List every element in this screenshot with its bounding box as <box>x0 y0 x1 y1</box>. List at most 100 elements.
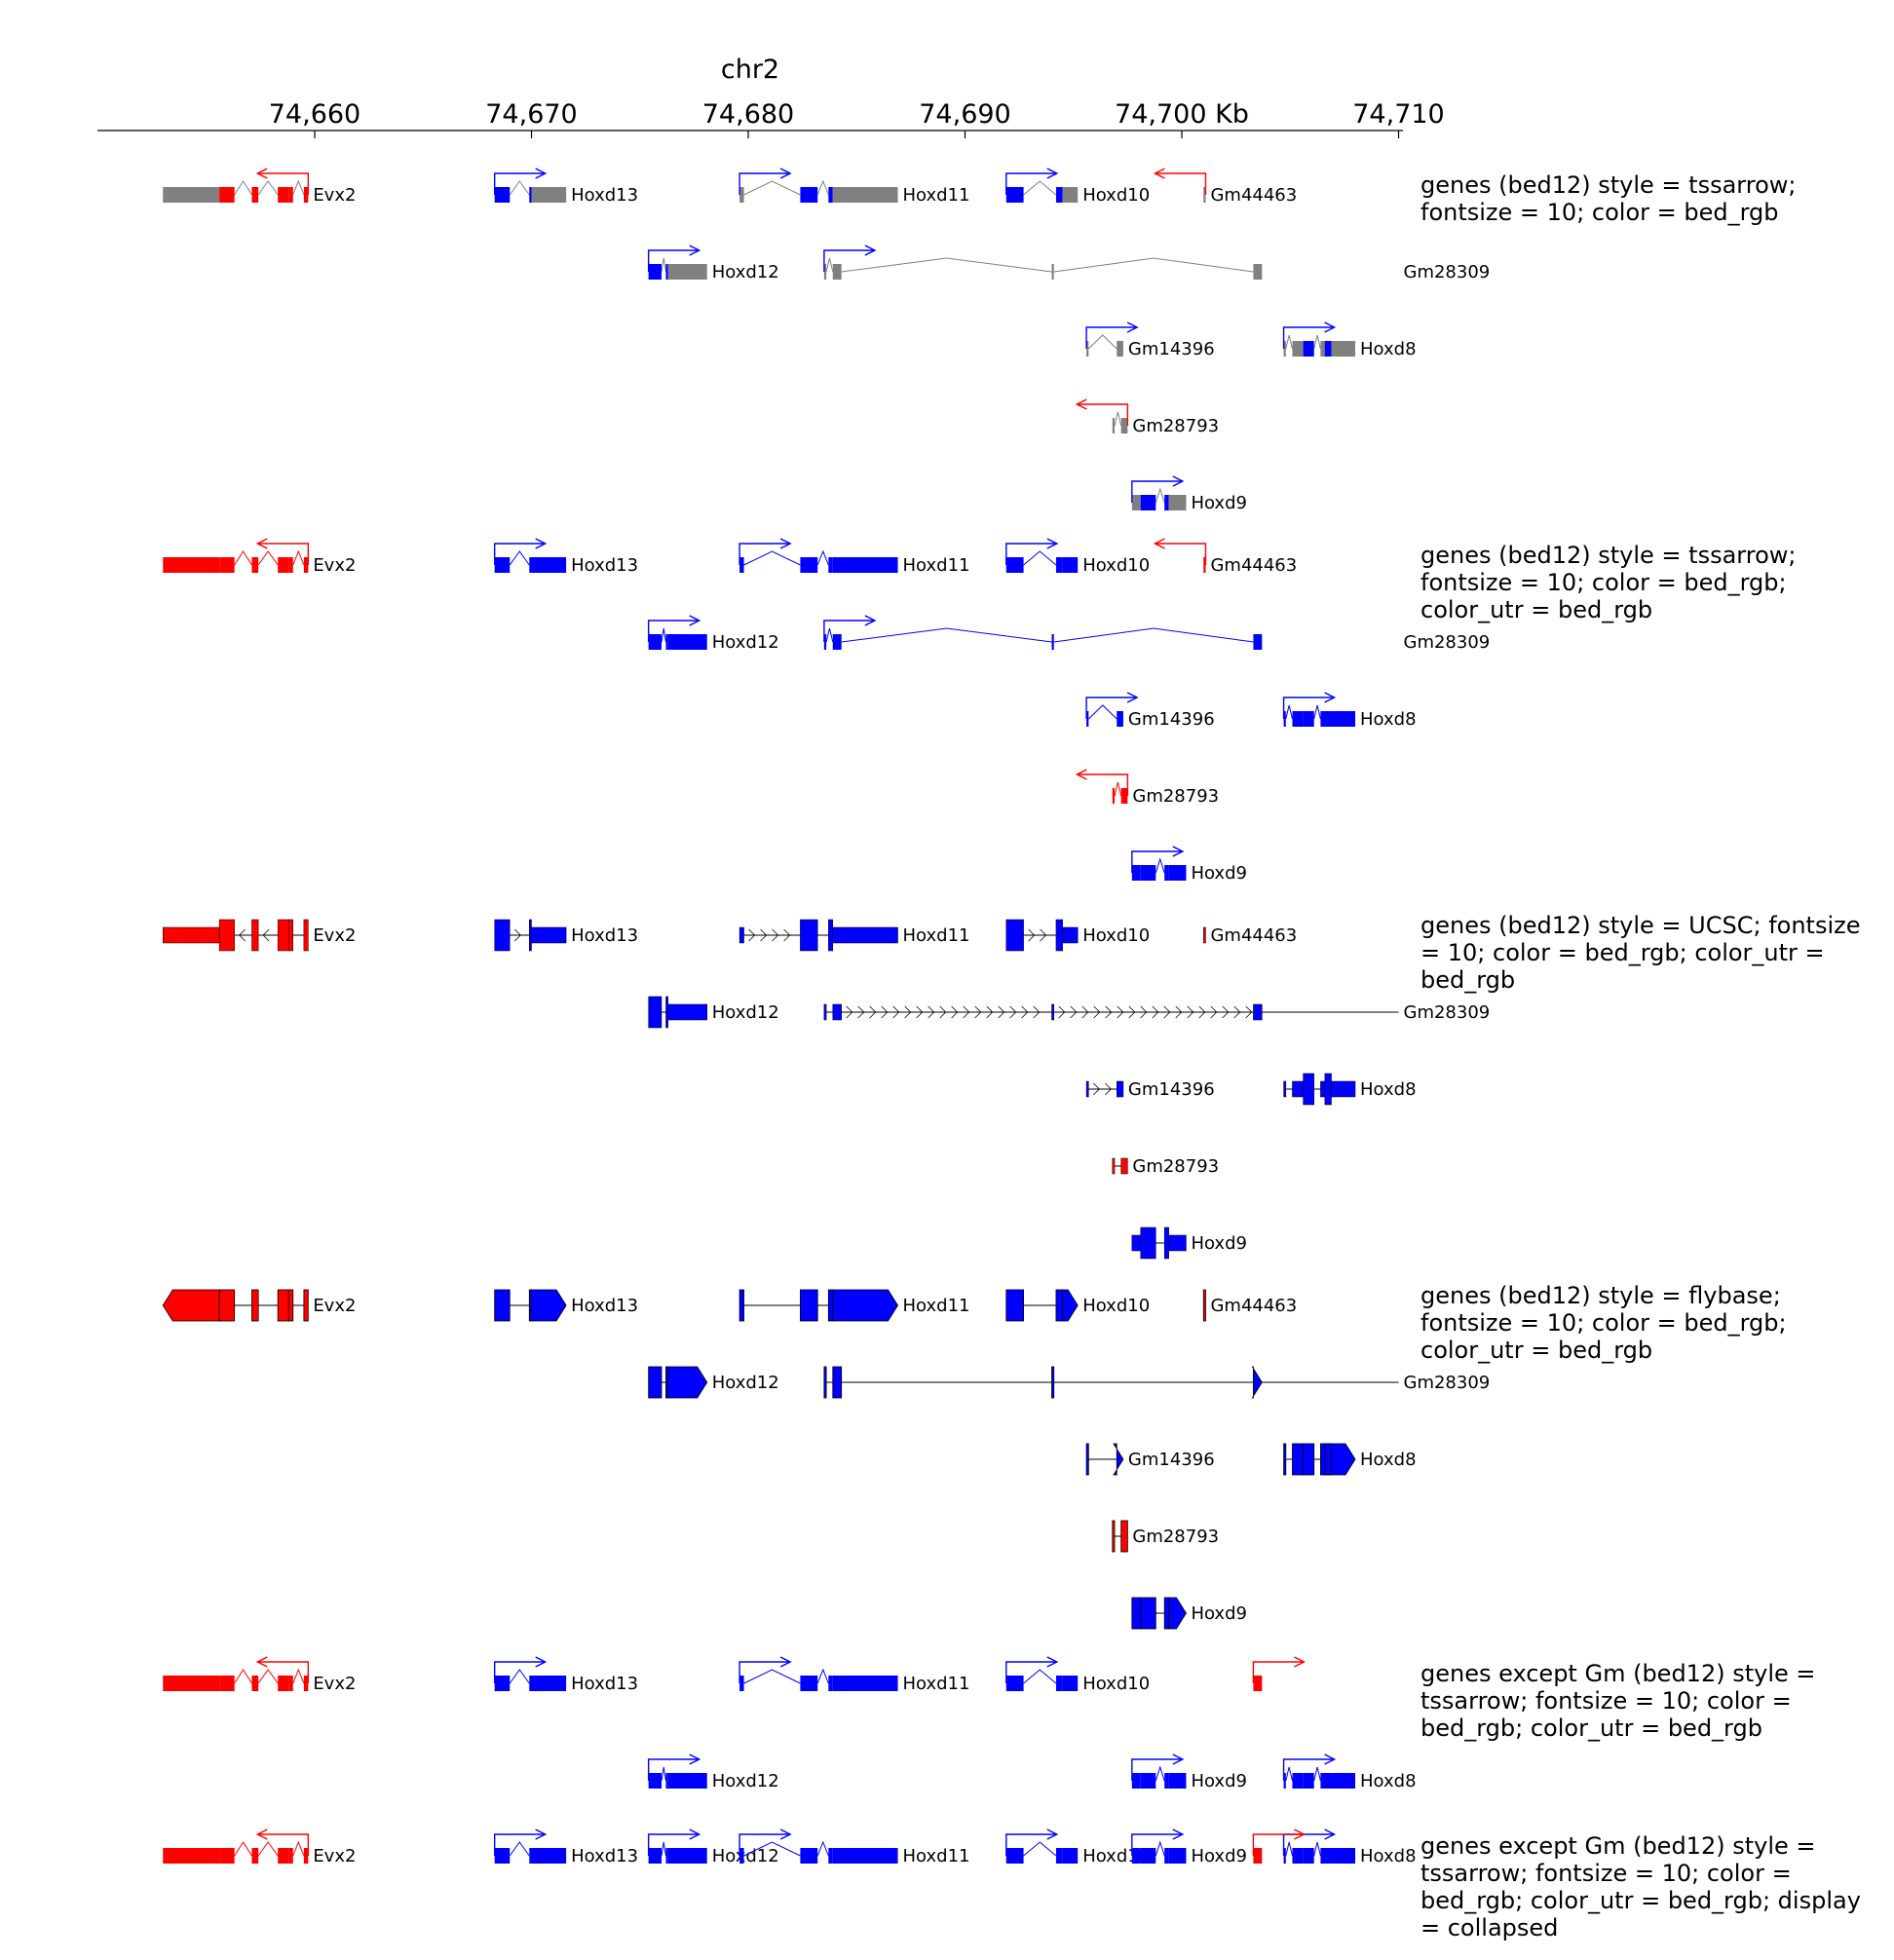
strand-chevron <box>760 928 768 942</box>
tss-arrowhead <box>1172 475 1185 487</box>
utr-block <box>163 1848 220 1864</box>
intron-line <box>509 550 530 566</box>
gene-label: Gm14396 <box>1128 1079 1215 1100</box>
utr-block <box>163 187 220 203</box>
exon-block <box>648 634 662 650</box>
gene-hoxd9: Hoxd9 <box>1131 1597 1247 1630</box>
tss-arrowhead <box>689 615 701 626</box>
gene-label: Gm28793 <box>1132 416 1219 436</box>
exon-block <box>800 1676 818 1691</box>
strand-chevron <box>881 1005 889 1019</box>
gene-label: Gm28309 <box>1404 1373 1491 1393</box>
exon-block <box>251 1676 259 1691</box>
exon-block <box>1324 1443 1332 1476</box>
track: Evx2 Hoxd13 Hoxd11 Hoxd10 Gm44463 Hoxd12 Gm283… <box>162 1282 1787 1630</box>
tss-arrow <box>739 1833 791 1856</box>
strand-chevron <box>928 1005 935 1019</box>
strand-chevron <box>1210 1005 1218 1019</box>
gene-label: Gm44463 <box>1210 555 1297 576</box>
intron-line <box>1053 257 1254 273</box>
exon-block <box>1112 1520 1116 1553</box>
gene-gm28309: Gm28309 <box>823 1366 1491 1399</box>
utr-block <box>1117 1080 1124 1098</box>
intron-line <box>257 180 279 196</box>
utr-block <box>1051 1003 1054 1021</box>
exon-block <box>648 264 662 280</box>
tss-arrow <box>1252 1833 1305 1856</box>
gene-label: Hoxd12 <box>712 632 779 653</box>
tss-arrow <box>1155 543 1207 565</box>
strand-chevron <box>1009 1005 1017 1019</box>
exon-block <box>218 1289 236 1322</box>
exon-block <box>277 1289 289 1322</box>
exon-block <box>494 1848 511 1864</box>
tss-arrowhead <box>255 538 268 549</box>
exon-block <box>218 919 235 952</box>
gene-hoxd12: Hoxd12 <box>647 1753 779 1791</box>
exon-block <box>1085 1443 1089 1476</box>
gene-label: Hoxd9 <box>1191 493 1247 513</box>
strand-chevron <box>857 1005 865 1019</box>
utr-block <box>1112 1157 1116 1175</box>
utr-block <box>739 926 744 944</box>
gene-hoxd8: Hoxd8 <box>1282 321 1417 359</box>
gene-hoxd10: Hoxd10 <box>1005 1289 1150 1322</box>
tss-arrow <box>647 1758 700 1781</box>
tss-arrow <box>739 543 791 565</box>
gene-label: Hoxd8 <box>1360 1450 1417 1470</box>
strand-chevron <box>1070 1005 1078 1019</box>
utr-block <box>1062 187 1079 203</box>
intron-line <box>509 1841 530 1857</box>
tss-arrowhead <box>1172 1753 1185 1765</box>
strand-chevron <box>239 928 246 942</box>
intron-line <box>1155 487 1165 504</box>
intron-line <box>292 179 305 196</box>
exon-block <box>1324 1773 1332 1789</box>
gene-gm28309x <box>1252 1656 1306 1691</box>
gene-hoxd11: Hoxd11 <box>739 1289 970 1322</box>
utr-block <box>1120 1157 1128 1175</box>
utr-block <box>1283 1848 1286 1864</box>
tss-arrowhead <box>255 1828 268 1840</box>
tss-arrowhead <box>1172 1828 1185 1840</box>
strand-chevron <box>1128 1005 1136 1019</box>
intron-line <box>1313 704 1321 720</box>
gene-hoxd13: Hoxd13 <box>493 168 638 206</box>
tss-arrow <box>1282 697 1335 719</box>
intron-line <box>816 549 829 566</box>
gene-label: Hoxd13 <box>571 1846 638 1866</box>
utr-block <box>1120 788 1128 804</box>
tss-arrow <box>1005 1661 1057 1683</box>
gene-gm28309: Gm28309 <box>823 615 1490 653</box>
exon-block <box>665 264 668 280</box>
strand-chevron <box>1033 1005 1041 1019</box>
gene-label: Evx2 <box>313 1846 356 1866</box>
exon-block <box>1113 1443 1124 1476</box>
utr-block <box>163 557 220 573</box>
gene-evx2: Evx2 <box>163 919 356 952</box>
intron-line <box>1313 1766 1321 1782</box>
strand-chevron <box>916 1005 924 1019</box>
exon-block <box>1324 341 1332 357</box>
utr-block <box>1117 341 1123 357</box>
tss-arrowhead <box>255 1656 268 1668</box>
utr-block <box>1292 1080 1304 1098</box>
exon-block <box>288 187 293 203</box>
exon-block <box>1303 1848 1314 1864</box>
intron-line <box>1023 1841 1057 1857</box>
gene-gm44463: Gm44463 <box>1153 538 1297 576</box>
exon-block <box>303 1848 309 1864</box>
intron-line <box>661 627 666 643</box>
exon-block <box>303 557 309 573</box>
tss-arrowhead <box>1324 1753 1337 1765</box>
intron-line <box>743 550 801 566</box>
gene-gm28793: Gm28793 <box>1075 769 1219 807</box>
exon-block <box>665 634 668 650</box>
utr-block <box>667 1003 707 1021</box>
exon-block <box>529 187 532 203</box>
tss-arrow <box>1282 326 1335 349</box>
tss-arrowhead <box>864 245 877 256</box>
gene-label: Hoxd11 <box>903 1296 970 1316</box>
utr-block <box>1292 341 1304 357</box>
utr-block <box>667 264 707 280</box>
